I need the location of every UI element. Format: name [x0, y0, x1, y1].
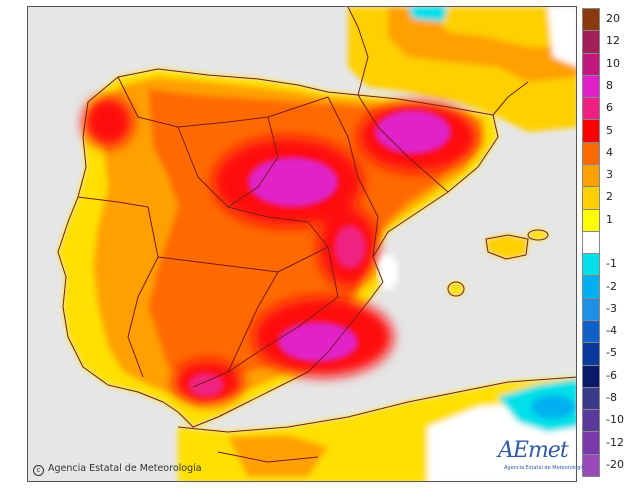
legend-label: -3	[606, 301, 617, 315]
legend-label: 3	[606, 168, 613, 182]
logo-wordmark: AEmet	[498, 438, 569, 463]
credit-text: Agencia Estatal de Meteorología	[48, 463, 202, 474]
legend-swatch	[582, 275, 600, 299]
legend-label: 5	[606, 123, 613, 137]
legend-swatch	[582, 409, 600, 433]
legend-swatch	[582, 431, 600, 455]
legend-label: -1	[606, 257, 617, 271]
legend-label: -8	[606, 391, 617, 404]
legend-swatch	[582, 320, 600, 344]
legend-label: -4	[606, 324, 617, 338]
anomaly-map	[28, 7, 576, 481]
legend-label: -2	[606, 279, 617, 293]
legend-swatch	[582, 364, 600, 388]
legend-swatch	[582, 8, 600, 32]
north-africa	[178, 377, 576, 481]
legend-swatch	[582, 253, 600, 277]
legend-swatch	[582, 74, 600, 99]
region-borders	[57, 7, 576, 463]
legend-swatch	[582, 164, 600, 188]
legend-swatch	[582, 342, 600, 366]
legend-label: -6	[606, 368, 617, 382]
legend-label: -12	[606, 435, 624, 449]
legend-label: 8	[606, 79, 613, 92]
map-frame	[27, 6, 577, 482]
legend-swatch	[582, 230, 600, 255]
legend-label: 6	[606, 101, 613, 115]
credit-line: c Agencia Estatal de Meteorología	[33, 463, 202, 476]
legend-label: 12	[606, 34, 620, 48]
legend-label: 2	[606, 190, 613, 204]
legend-swatch	[582, 30, 600, 54]
legend-label: 4	[606, 145, 613, 159]
legend-label: 10	[606, 56, 620, 70]
legend-swatch	[582, 297, 600, 321]
aemet-logo: AEmet Agencia Estatal de Meteorología	[496, 438, 585, 474]
france-area	[348, 7, 576, 132]
legend-swatch	[582, 97, 600, 121]
balearic-islands	[448, 230, 548, 296]
legend-swatch	[582, 208, 600, 232]
legend-swatch	[582, 453, 600, 477]
legend-label: 20	[606, 12, 620, 26]
legend-label: -20	[606, 457, 624, 471]
legend-swatch	[582, 52, 600, 76]
color-legend: 20 12 10 8 6 5 4 3 2 1 -1 -2 -3 -4 -5 -6 -8 -10 -12 -20	[582, 8, 624, 477]
legend-label: -5	[606, 346, 617, 360]
legend-label: 1	[606, 212, 613, 226]
logo-subtitle: Agencia Estatal de Meteorología	[504, 465, 585, 471]
legend-label: -10	[606, 413, 624, 427]
legend-swatch	[582, 186, 600, 210]
copyright-icon: c	[33, 465, 44, 476]
legend-swatch	[582, 386, 600, 411]
legend-swatch	[582, 141, 600, 165]
legend-swatch	[582, 119, 600, 143]
very-hot-cores	[188, 110, 451, 397]
